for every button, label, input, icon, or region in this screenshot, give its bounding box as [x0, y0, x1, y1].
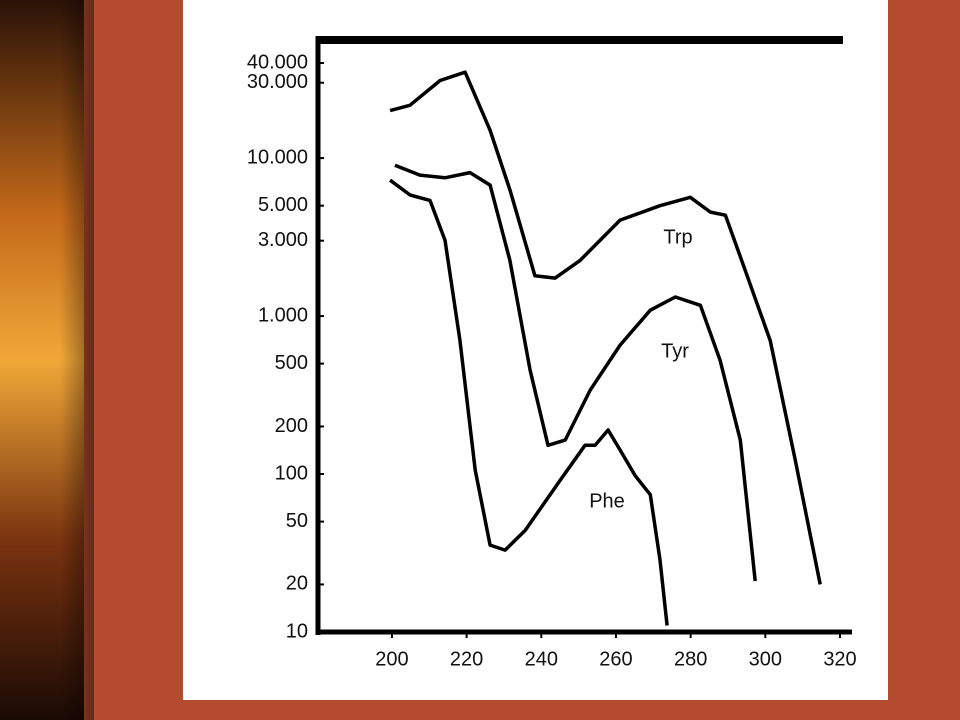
y-tick-label: 3.000 — [258, 229, 308, 251]
chart-panel — [183, 0, 888, 700]
series-line — [389, 178, 669, 626]
y-tick-label: 40.000 — [247, 51, 308, 73]
y-tick-label: 100 — [275, 462, 308, 484]
series-label: Trp — [663, 226, 692, 248]
x-tick-label: 320 — [823, 648, 856, 670]
y-tick-label: 10 — [286, 620, 308, 642]
y-tick-label: 30.000 — [247, 71, 308, 93]
y-tick-label: 200 — [275, 415, 308, 437]
y-tick-label: 1.000 — [258, 304, 308, 326]
x-tick-label: 220 — [450, 648, 483, 670]
x-tick-label: 260 — [599, 648, 632, 670]
y-tick-label: 5.000 — [258, 194, 308, 216]
y-tick-label: 10.000 — [247, 146, 308, 168]
y-tick-label: 20 — [286, 573, 308, 595]
x-tick-label: 280 — [674, 648, 707, 670]
series-label: Phe — [589, 490, 625, 512]
x-tick-label: 200 — [375, 648, 408, 670]
x-tick-label: 300 — [749, 648, 782, 670]
series-line — [389, 70, 822, 585]
series-line — [394, 163, 757, 582]
series-label: Tyr — [661, 340, 689, 362]
y-tick-label: 50 — [286, 510, 308, 532]
x-tick-label: 240 — [525, 648, 558, 670]
y-tick-label: 500 — [275, 352, 308, 374]
side-shadow — [60, 0, 94, 720]
